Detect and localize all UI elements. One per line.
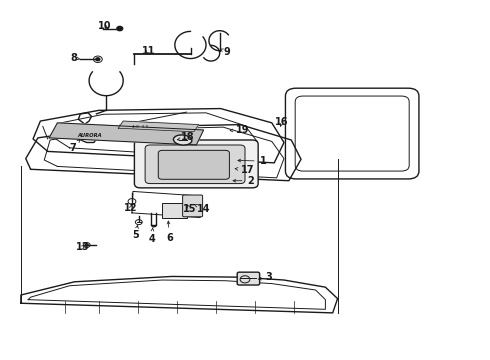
Text: 1: 1 (238, 156, 267, 166)
Text: 6: 6 (166, 221, 173, 243)
Text: 19: 19 (230, 125, 250, 135)
FancyBboxPatch shape (134, 140, 258, 188)
Text: 10: 10 (98, 21, 111, 31)
Text: 8: 8 (71, 53, 80, 63)
Text: 18: 18 (177, 132, 195, 142)
Text: 12: 12 (124, 203, 138, 213)
Polygon shape (118, 121, 199, 132)
Text: 3: 3 (259, 272, 272, 282)
FancyBboxPatch shape (162, 203, 187, 217)
Text: 2: 2 (233, 176, 254, 186)
Circle shape (117, 26, 122, 31)
Text: 15: 15 (183, 203, 196, 213)
Text: 4: 4 (148, 228, 155, 244)
Circle shape (85, 244, 88, 246)
FancyBboxPatch shape (183, 195, 202, 217)
FancyBboxPatch shape (158, 150, 229, 179)
Text: 13: 13 (75, 242, 89, 252)
Text: 5: 5 (132, 225, 139, 240)
Text: 9: 9 (220, 47, 230, 57)
Text: 4.0  3.5: 4.0 3.5 (132, 125, 148, 129)
FancyBboxPatch shape (145, 145, 245, 184)
Text: 7: 7 (70, 140, 80, 153)
Polygon shape (49, 123, 203, 145)
FancyBboxPatch shape (237, 272, 260, 285)
Circle shape (96, 58, 100, 61)
Text: 17: 17 (235, 165, 255, 175)
Text: 14: 14 (195, 203, 211, 213)
Ellipse shape (173, 135, 192, 145)
Text: 11: 11 (142, 46, 155, 56)
Text: AURORA: AURORA (77, 133, 101, 138)
Text: 16: 16 (275, 117, 289, 127)
